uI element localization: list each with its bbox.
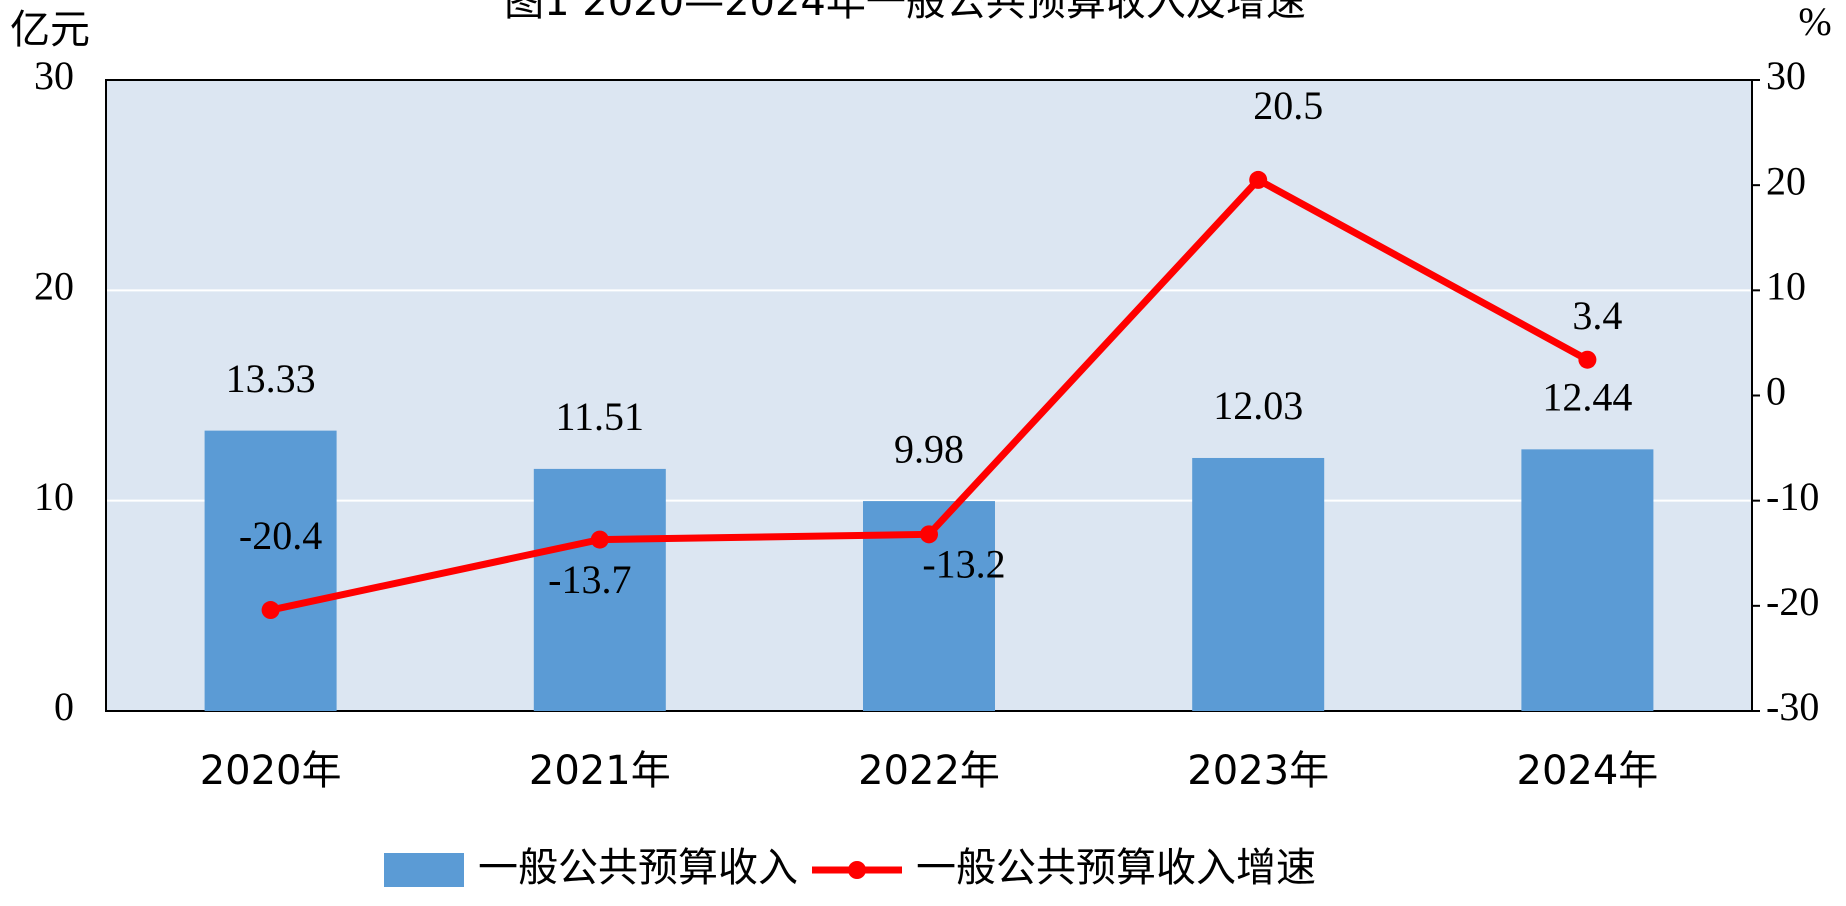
- y-axis-label: 亿元: [10, 7, 90, 53]
- bar: [533, 468, 666, 711]
- bar-value-label: 9.98: [894, 426, 964, 471]
- bar-value-label: 12.44: [1542, 375, 1632, 420]
- bar-value-label: 12.03: [1213, 383, 1303, 428]
- x-tick-label: 2022年: [858, 748, 1000, 794]
- y2-tick-label: -20: [1766, 579, 1819, 624]
- y2-tick-label: 0: [1766, 369, 1786, 414]
- line-value-label: -20.4: [239, 513, 322, 558]
- y2-tick-label: 20: [1766, 158, 1806, 203]
- y2-tick-label: -10: [1766, 474, 1819, 519]
- x-tick-label: 2020年: [200, 748, 342, 794]
- bar: [204, 430, 337, 711]
- y2-tick-label: -30: [1766, 684, 1819, 729]
- y-tick-label: 0: [54, 684, 74, 729]
- y-tick-label: 20: [34, 264, 74, 309]
- legend-label: 一般公共预算收入: [478, 845, 798, 891]
- line-point: [261, 601, 280, 620]
- line-point: [590, 530, 609, 549]
- line-value-label: 3.4: [1572, 293, 1622, 338]
- line-value-label: -13.2: [922, 541, 1005, 586]
- line-point: [920, 525, 938, 544]
- line-value-label: 20.5: [1253, 83, 1323, 128]
- x-tick-label: 2021年: [529, 748, 671, 794]
- y2-tick-label: 30: [1766, 53, 1806, 98]
- bar: [1192, 457, 1325, 711]
- y-tick-label: 10: [34, 474, 74, 519]
- line-point: [1578, 350, 1597, 369]
- x-tick-label: 2023年: [1187, 748, 1329, 794]
- chart-title: 图1 2020—2024年一般公共预算收入及增速: [504, 0, 1306, 25]
- legend-marker: [848, 861, 866, 879]
- legend-swatch: [384, 853, 464, 887]
- line-point: [1249, 170, 1268, 189]
- bar: [1521, 449, 1654, 711]
- y-tick-label: 30: [34, 53, 74, 98]
- bar-value-label: 13.33: [226, 356, 316, 401]
- bar-value-label: 11.51: [556, 394, 645, 439]
- line-value-label: -13.7: [548, 557, 631, 602]
- legend-label: 一般公共预算收入增速: [916, 845, 1316, 891]
- y2-tick-label: 10: [1766, 264, 1806, 309]
- x-tick-label: 2024年: [1517, 748, 1659, 794]
- y2-axis-label: %: [1798, 0, 1831, 44]
